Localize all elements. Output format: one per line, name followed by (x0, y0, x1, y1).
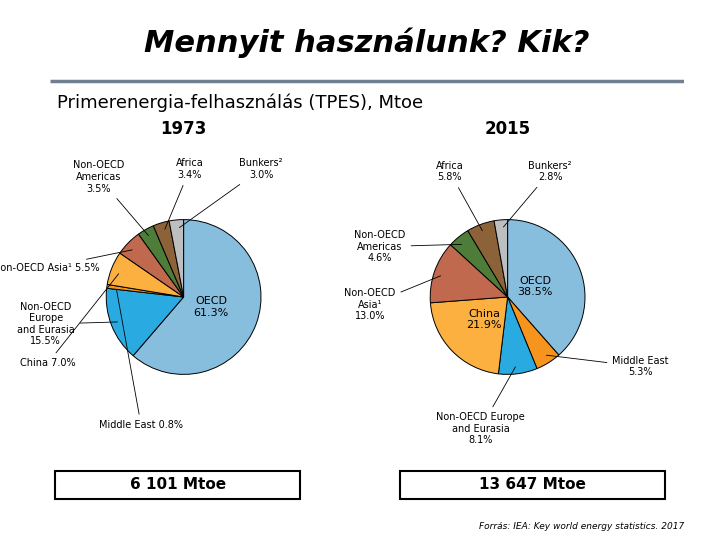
Text: Non-OECD
Americas
4.6%: Non-OECD Americas 4.6% (354, 230, 462, 264)
Wedge shape (169, 220, 184, 297)
Text: Middle East
5.3%: Middle East 5.3% (546, 355, 669, 377)
Wedge shape (107, 288, 184, 356)
Wedge shape (138, 226, 184, 297)
Wedge shape (107, 253, 184, 297)
Text: Non-OECD Europe
and Eurasia
8.1%: Non-OECD Europe and Eurasia 8.1% (436, 367, 525, 445)
Wedge shape (494, 220, 508, 297)
Text: OECD
38.5%: OECD 38.5% (518, 276, 553, 298)
Wedge shape (431, 297, 508, 374)
Text: China 7.0%: China 7.0% (20, 274, 119, 368)
Text: Non-OECD
Americas
3.5%: Non-OECD Americas 3.5% (73, 160, 148, 235)
Text: Bunkers²
2.8%: Bunkers² 2.8% (503, 161, 572, 227)
Text: Bunkers²
3.0%: Bunkers² 3.0% (179, 158, 283, 227)
Wedge shape (451, 231, 508, 297)
Text: OECD
61.3%: OECD 61.3% (194, 296, 229, 318)
Wedge shape (508, 220, 585, 355)
Text: Africa
5.8%: Africa 5.8% (436, 161, 482, 231)
Text: Middle East 0.8%: Middle East 0.8% (99, 291, 183, 430)
Text: Forrás: IEA: Key world energy statistics. 2017: Forrás: IEA: Key world energy statistics… (480, 522, 685, 531)
Text: 6 101 Mtoe: 6 101 Mtoe (130, 477, 226, 492)
FancyBboxPatch shape (55, 471, 300, 499)
Title: 1973: 1973 (161, 120, 207, 138)
Wedge shape (498, 297, 537, 374)
Text: Non-OECD
Asia¹
13.0%: Non-OECD Asia¹ 13.0% (344, 276, 441, 321)
Wedge shape (120, 234, 184, 297)
Wedge shape (153, 221, 184, 297)
Text: Mennyit használunk? Kik?: Mennyit használunk? Kik? (145, 28, 590, 58)
Wedge shape (508, 297, 559, 369)
FancyBboxPatch shape (400, 471, 665, 499)
Title: 2015: 2015 (485, 120, 531, 138)
Wedge shape (133, 220, 261, 374)
Text: Africa
3.4%: Africa 3.4% (165, 158, 204, 230)
Text: Non-OECD
Europe
and Eurasia
15.5%: Non-OECD Europe and Eurasia 15.5% (17, 302, 117, 347)
Wedge shape (107, 285, 184, 297)
Wedge shape (431, 245, 508, 303)
Text: 13 647 Mtoe: 13 647 Mtoe (479, 477, 585, 492)
Text: Primerenergia-felhasználás (TPES), Mtoe: Primerenergia-felhasználás (TPES), Mtoe (57, 93, 423, 112)
Text: China
21.9%: China 21.9% (467, 309, 502, 330)
Wedge shape (468, 221, 508, 297)
Text: Non-OECD Asia¹ 5.5%: Non-OECD Asia¹ 5.5% (0, 250, 132, 273)
